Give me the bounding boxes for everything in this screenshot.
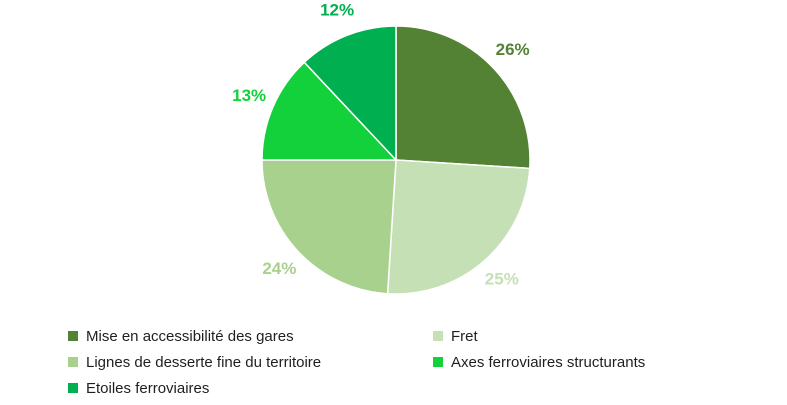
data-label-axes-ferroviaires: 13% [232, 86, 266, 105]
legend-label: Etoiles ferroviaires [86, 379, 210, 397]
pie-slice-fret [386, 159, 531, 295]
legend-item-etoiles-ferroviaires: Etoiles ferroviaires [68, 379, 433, 397]
pie-slice-axes-ferroviaires [261, 61, 398, 161]
legend-item-axes-ferroviaires: Axes ferroviaires structurants [433, 353, 733, 371]
legend-item-fret: Fret [433, 327, 733, 345]
legend-swatch [433, 357, 443, 367]
pie-slice-etoiles-ferroviaires [303, 25, 397, 162]
pie-chart: 26% 25% 24% 13% 12% [232, 1, 531, 295]
legend-label: Fret [451, 327, 478, 345]
legend-item-lignes-desserte: Lignes de desserte fine du territoire [68, 353, 433, 371]
legend: Mise en accessibilité des gares Fret Lig… [68, 327, 733, 397]
data-label-etoiles-ferroviaires: 12% [320, 1, 354, 20]
data-label-fret: 25% [485, 270, 519, 289]
pie-slice-accessibilite [395, 25, 531, 170]
legend-item-accessibilite: Mise en accessibilité des gares [68, 327, 433, 345]
legend-swatch [68, 383, 78, 393]
pie-slice-lignes-desserte [261, 159, 397, 295]
legend-swatch [68, 357, 78, 367]
data-label-accessibilite: 26% [496, 40, 530, 59]
legend-label: Mise en accessibilité des gares [86, 327, 294, 345]
legend-label: Axes ferroviaires structurants [451, 353, 646, 371]
legend-label: Lignes de desserte fine du territoire [86, 353, 322, 371]
legend-swatch [433, 331, 443, 341]
legend-swatch [68, 331, 78, 341]
data-label-lignes-desserte: 24% [262, 259, 296, 278]
